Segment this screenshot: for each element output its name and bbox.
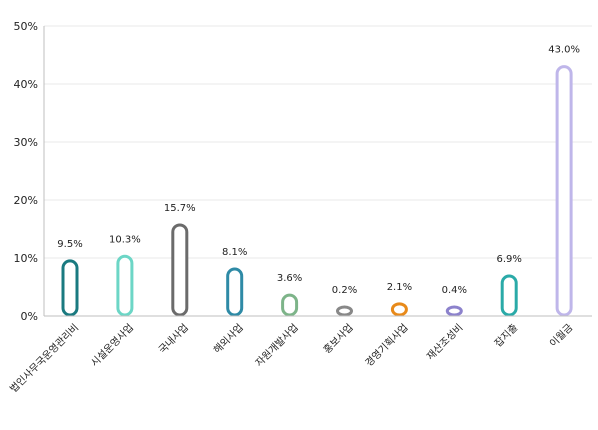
x-tick-label: 경영기획사업 <box>362 321 410 369</box>
bar <box>171 223 189 317</box>
bar <box>61 259 79 317</box>
bar <box>555 65 573 317</box>
x-tick-label: 잡지출 <box>492 322 520 350</box>
bar <box>445 305 463 317</box>
x-tick-label: 재산조성비 <box>424 322 465 363</box>
data-label: 6.9% <box>496 254 521 265</box>
bar <box>226 267 244 317</box>
bar <box>281 293 299 317</box>
bar <box>336 305 353 317</box>
data-label: 9.5% <box>57 239 82 250</box>
x-tick-label: 국내사업 <box>156 321 191 356</box>
gridlines <box>44 25 592 259</box>
x-tick-label: 법인사무국운영관리비 <box>8 322 82 396</box>
x-tick-label: 홍보사업 <box>320 321 355 356</box>
data-label: 10.3% <box>109 234 141 245</box>
y-tick-label: 40% <box>14 78 38 91</box>
x-axis: 법인사무국운영관리비 시설운영사업 국내사업 해외사업 자원개발사업 홍보사업 경영기획사업… <box>8 315 592 396</box>
y-tick-label: 50% <box>14 20 38 33</box>
data-label: 0.2% <box>332 285 357 296</box>
bars <box>61 65 573 317</box>
data-label: 2.1% <box>387 282 412 293</box>
bar <box>116 254 134 317</box>
bar <box>500 274 518 317</box>
x-tick-label: 이월금 <box>547 322 575 350</box>
x-tick-label: 자원개발사업 <box>252 321 300 369</box>
data-label: 15.7% <box>164 203 196 214</box>
x-tick-label: 시설운영사업 <box>88 321 136 369</box>
data-label: 8.1% <box>222 247 247 258</box>
data-labels: 9.5% 10.3% 15.7% 8.1% 3.6% 0.2% 2.1% 0.4% 6.9% 43… <box>57 45 580 296</box>
y-tick-label: 0% <box>21 310 38 323</box>
x-tick-label: 해외사업 <box>211 321 246 356</box>
data-label: 3.6% <box>277 273 302 284</box>
y-axis: 0% 10% 20% 30% 40% 50% <box>14 20 45 323</box>
y-tick-label: 20% <box>14 194 38 207</box>
data-label: 0.4% <box>442 285 467 296</box>
bar <box>390 302 408 317</box>
y-tick-label: 10% <box>14 252 38 265</box>
y-tick-label: 30% <box>14 136 38 149</box>
data-label: 43.0% <box>548 45 580 56</box>
